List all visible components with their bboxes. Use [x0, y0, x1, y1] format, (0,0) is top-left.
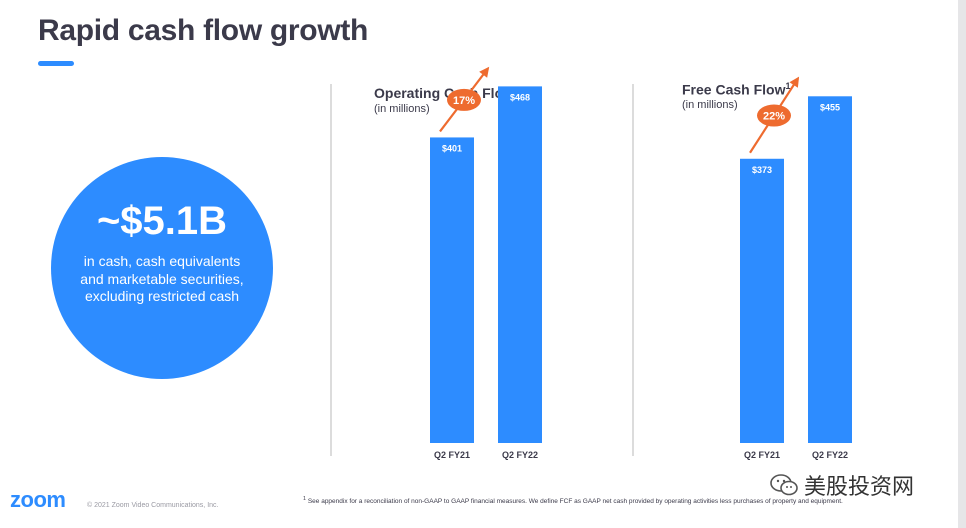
bar-1	[740, 158, 784, 444]
growth-badge	[447, 88, 481, 111]
growth-label: 22%	[763, 111, 785, 123]
bar-2	[808, 96, 852, 443]
growth-badge	[757, 104, 791, 127]
watermark: 美股投资网	[770, 470, 914, 500]
value-label-2: $468	[510, 92, 530, 102]
category-label-2: Q2 FY22	[812, 450, 848, 460]
divider-right	[632, 84, 634, 456]
operating-cash-flow-chart: $401 Q2 FY21 $468 Q2 FY22 17%	[430, 66, 542, 460]
free-cash-flow-chart: $373 Q2 FY21 $455 Q2 FY22 22%	[740, 76, 852, 460]
footnote: 1 See appendix for a reconciliation of n…	[303, 496, 843, 506]
category-label-1: Q2 FY21	[434, 450, 470, 460]
fcf-chart-title: Free Cash Flow1	[682, 81, 791, 98]
category-label-2: Q2 FY22	[502, 450, 538, 460]
bar-1	[430, 137, 474, 444]
title-underline	[38, 61, 74, 66]
value-label-1: $401	[442, 143, 462, 153]
page-title: Rapid cash flow growth	[38, 14, 369, 47]
category-label-1: Q2 FY21	[744, 450, 780, 460]
growth-label: 17%	[453, 95, 475, 107]
fcf-chart-subtitle: (in millions)	[682, 99, 738, 111]
cash-highlight-circle: ~$5.1B in cash, cash equivalents and mar…	[51, 157, 273, 379]
growth-arrow-head	[789, 76, 800, 88]
growth-arrow-head	[479, 66, 490, 78]
right-edge-bar	[958, 0, 966, 528]
cash-description: in cash, cash equivalents and marketable…	[80, 253, 244, 304]
divider-left	[330, 84, 332, 456]
footnote-marker: 1	[785, 81, 791, 91]
watermark-text: 美股投资网	[804, 475, 915, 500]
ocf-chart-subtitle: (in millions)	[374, 103, 430, 115]
wechat-icon	[770, 474, 798, 496]
value-label-2: $455	[820, 102, 840, 112]
bar-2	[498, 86, 542, 443]
ocf-chart-title: Operating Cash Flow	[374, 85, 515, 101]
zoom-logo: zoom	[10, 487, 66, 512]
copyright-text: © 2021 Zoom Video Communications, Inc.	[87, 502, 219, 509]
cash-amount: ~$5.1B	[96, 199, 228, 243]
value-label-1: $373	[752, 165, 772, 175]
